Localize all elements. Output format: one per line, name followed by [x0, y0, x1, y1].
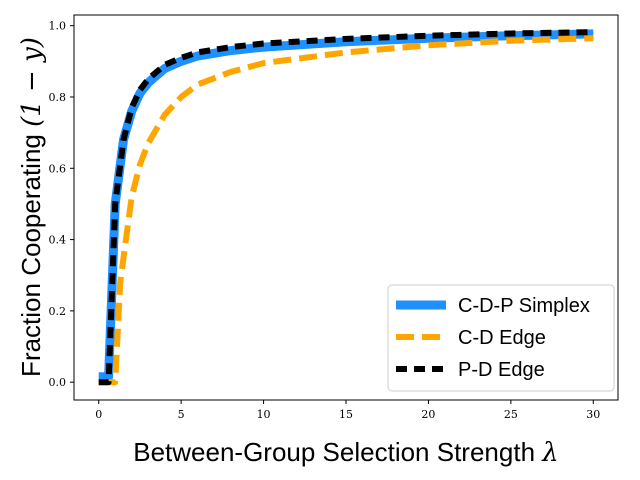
- y-tick-label: 0.2: [49, 305, 67, 318]
- x-axis-title-symbol: λ: [541, 438, 558, 468]
- series-line-2: [98, 35, 594, 386]
- y-tick-label: 1.0: [49, 20, 67, 33]
- y-tick-label: 0.8: [49, 91, 67, 104]
- x-tick-label: 5: [178, 408, 185, 421]
- legend-label: P-D Edge: [458, 359, 545, 381]
- x-axis-title-text: Between-Group Selection Strength: [133, 437, 535, 467]
- legend-label: C-D-P Simplex: [458, 295, 590, 317]
- x-tick-label: 0: [95, 408, 102, 421]
- y-axis-title: Fraction Cooperating (1 − y): [16, 37, 47, 377]
- y-axis-title-text: Fraction Cooperating: [16, 134, 46, 377]
- y-tick-label: 0.4: [49, 234, 67, 247]
- y-axis-title-symbol: (1 − y): [17, 37, 47, 127]
- legend-frame: [387, 284, 615, 392]
- x-tick-label: 30: [586, 408, 600, 421]
- y-tick-label: 0.6: [49, 162, 67, 175]
- series-line-3: [98, 29, 594, 386]
- x-axis-title: Between-Group Selection Strength λ: [133, 437, 559, 468]
- legend: C-D-P Simplex C-D Edge P-D Edge: [387, 284, 615, 392]
- x-tick-label: 25: [504, 408, 518, 421]
- x-tick-label: 20: [421, 408, 435, 421]
- x-tick-label: 15: [339, 408, 353, 421]
- x-tick-label: 10: [257, 408, 271, 421]
- legend-label: C-D Edge: [458, 327, 546, 349]
- y-tick-label: 0.0: [49, 376, 67, 389]
